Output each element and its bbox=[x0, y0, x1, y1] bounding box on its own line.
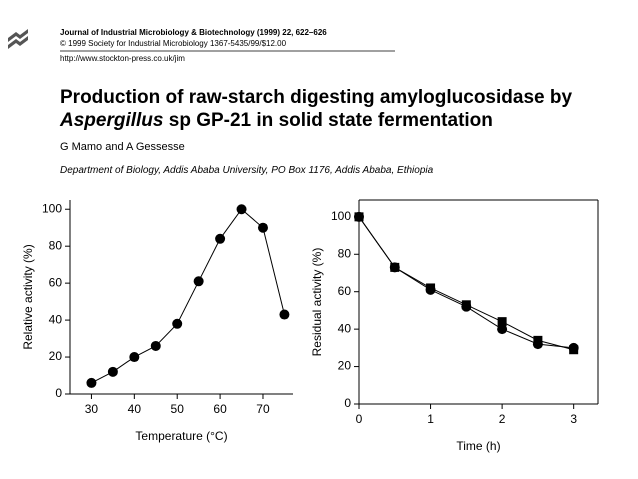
y-tick-label: 80 bbox=[49, 238, 63, 252]
data-point bbox=[568, 342, 579, 353]
series-line bbox=[358, 216, 574, 349]
x-tick-label: 3 bbox=[570, 412, 577, 426]
x-tick-label: 30 bbox=[85, 402, 99, 416]
data-point bbox=[532, 339, 543, 350]
x-tick-label: 1 bbox=[427, 412, 434, 426]
data-point bbox=[257, 222, 268, 233]
y-tick-label: 60 bbox=[49, 275, 63, 289]
title-genus: Aspergillus bbox=[59, 110, 163, 131]
title-line-2: Aspergillus sp GP-21 in solid state ferm… bbox=[59, 110, 493, 131]
copyright: © 1999 Society for Industrial Microbiolo… bbox=[60, 39, 287, 48]
data-point bbox=[425, 284, 436, 295]
affiliation: Department of Biology, Addis Ababa Unive… bbox=[60, 165, 434, 176]
y-tick-label: 40 bbox=[338, 321, 352, 335]
data-point bbox=[193, 276, 204, 287]
data-point bbox=[279, 309, 290, 320]
x-tick-label: 2 bbox=[499, 412, 506, 426]
y-axis-label: Relative activity (%) bbox=[21, 244, 35, 349]
data-point bbox=[497, 317, 507, 327]
y-tick-label: 100 bbox=[42, 201, 62, 215]
x-axis-label: Temperature (°C) bbox=[135, 429, 227, 443]
y-tick-label: 0 bbox=[344, 396, 351, 410]
data-point bbox=[236, 204, 247, 215]
x-tick-label: 70 bbox=[256, 402, 270, 416]
x-axis-label: Time (h) bbox=[456, 439, 500, 453]
title-rest: sp GP-21 in solid state fermentation bbox=[163, 110, 492, 131]
y-tick-label: 100 bbox=[331, 209, 351, 223]
x-tick-label: 0 bbox=[356, 412, 363, 426]
y-axis-label: Residual activity (%) bbox=[310, 248, 324, 357]
data-point bbox=[215, 233, 226, 244]
y-tick-label: 0 bbox=[55, 386, 62, 400]
y-tick-label: 20 bbox=[338, 359, 352, 373]
title-line-1: Production of raw-starch digesting amylo… bbox=[60, 87, 572, 108]
data-point bbox=[389, 262, 400, 273]
authors: G Mamo and A Gessesse bbox=[60, 141, 185, 153]
data-point bbox=[354, 211, 364, 222]
data-point bbox=[107, 366, 118, 377]
journal-line: Journal of Industrial Microbiology & Bio… bbox=[60, 28, 327, 37]
x-tick-label: 40 bbox=[128, 402, 142, 416]
series-line bbox=[358, 216, 574, 351]
data-point bbox=[129, 352, 140, 363]
y-tick-label: 40 bbox=[49, 312, 63, 326]
x-tick-label: 50 bbox=[171, 402, 185, 416]
y-tick-label: 60 bbox=[338, 284, 352, 298]
series-line bbox=[91, 208, 285, 384]
data-point bbox=[461, 301, 472, 312]
y-tick-label: 80 bbox=[338, 246, 352, 260]
url: http://www.stockton-press.co.uk/jim bbox=[60, 54, 185, 63]
y-tick-label: 20 bbox=[49, 349, 63, 363]
publisher-logo bbox=[8, 29, 28, 49]
data-point bbox=[497, 324, 508, 335]
x-tick-label: 60 bbox=[213, 402, 227, 416]
data-point bbox=[172, 318, 183, 329]
data-point bbox=[150, 340, 161, 351]
data-point bbox=[86, 377, 97, 388]
